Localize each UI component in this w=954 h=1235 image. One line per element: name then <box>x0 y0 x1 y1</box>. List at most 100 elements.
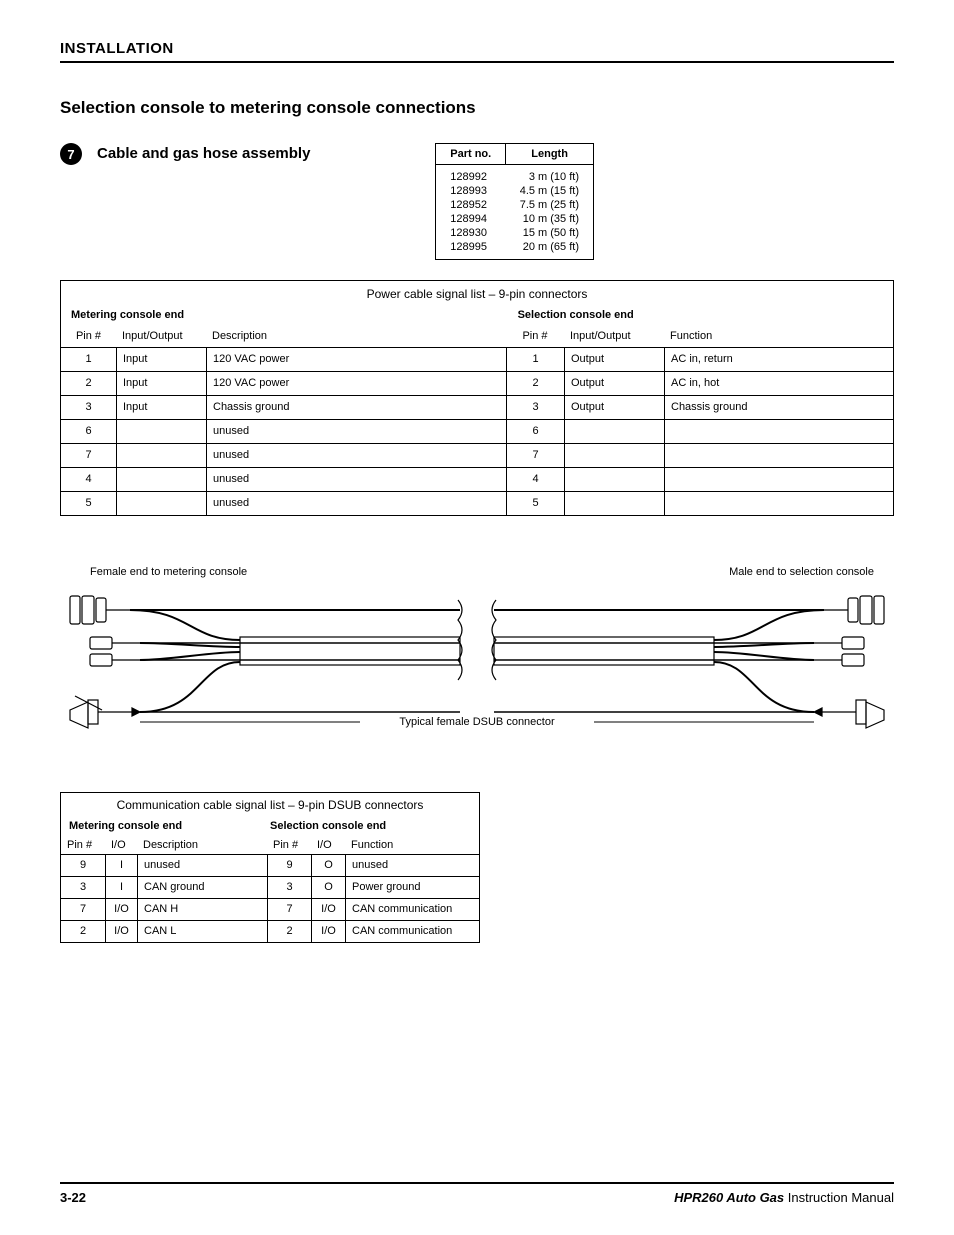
col-fn: Function <box>664 327 893 345</box>
power-fn: Chassis ground <box>664 395 893 419</box>
power-pin2: 1 <box>506 347 564 371</box>
parts-row: 12893015 m (50 ft) <box>436 226 594 240</box>
comm-col-pin2: Pin # <box>267 836 311 854</box>
comm-desc: unused <box>137 854 267 876</box>
parts-partno: 128995 <box>436 240 506 260</box>
power-io <box>116 467 206 491</box>
comm-row: 7I/OCAN H7I/OCAN communication <box>61 898 479 920</box>
power-desc: Chassis ground <box>206 395 506 419</box>
power-fn: AC in, hot <box>664 371 893 395</box>
comm-pin2: 2 <box>267 920 311 942</box>
power-io2: Output <box>564 371 664 395</box>
power-table-caption: Power cable signal list – 9-pin connecto… <box>61 281 893 309</box>
power-pin2: 5 <box>506 491 564 515</box>
comm-io: I/O <box>105 898 137 920</box>
power-pin2: 6 <box>506 419 564 443</box>
power-pin2: 3 <box>506 395 564 419</box>
comm-right-header: Selection console end <box>270 820 471 832</box>
power-io2 <box>564 491 664 515</box>
comm-caption: Communication cable signal list – 9-pin … <box>61 793 479 820</box>
comm-fn: CAN communication <box>345 898 479 920</box>
parts-partno: 128930 <box>436 226 506 240</box>
comm-row: 9Iunused9Ounused <box>61 854 479 876</box>
step-number-badge: 7 <box>60 143 82 165</box>
power-io: Input <box>116 395 206 419</box>
cable-diagram-svg: Typical female DSUB connector <box>60 582 894 752</box>
parts-length: 4.5 m (15 ft) <box>506 184 594 198</box>
comm-col-io2: I/O <box>311 836 345 854</box>
power-io2: Output <box>564 395 664 419</box>
parts-length: 3 m (10 ft) <box>506 165 594 185</box>
parts-row: 1289923 m (10 ft) <box>436 165 594 185</box>
doc-suffix: Instruction Manual <box>784 1190 894 1205</box>
product-name: HPR260 Auto Gas <box>674 1190 784 1205</box>
parts-length: 15 m (50 ft) <box>506 226 594 240</box>
page-number: 3-22 <box>60 1190 86 1205</box>
power-row: 2Input120 VAC power2OutputAC in, hot <box>61 371 893 395</box>
power-fn: AC in, return <box>664 347 893 371</box>
power-pin: 4 <box>61 467 116 491</box>
parts-length: 7.5 m (25 ft) <box>506 198 594 212</box>
power-fn <box>664 443 893 467</box>
comm-fn: CAN communication <box>345 920 479 942</box>
comm-pin2: 9 <box>267 854 311 876</box>
comm-col-fn: Function <box>345 836 479 854</box>
power-pin2: 7 <box>506 443 564 467</box>
diagram-left-label: Female end to metering console <box>90 566 247 578</box>
parts-partno: 128993 <box>436 184 506 198</box>
power-fn <box>664 419 893 443</box>
power-pin2: 4 <box>506 467 564 491</box>
power-pin: 1 <box>61 347 116 371</box>
power-pin2: 2 <box>506 371 564 395</box>
parts-row: 1289527.5 m (25 ft) <box>436 198 594 212</box>
doc-title: HPR260 Auto Gas Instruction Manual <box>674 1190 894 1205</box>
power-io <box>116 419 206 443</box>
comm-desc: CAN ground <box>137 876 267 898</box>
power-row: 6unused6 <box>61 419 893 443</box>
power-desc: 120 VAC power <box>206 347 506 371</box>
parts-header-partno: Part no. <box>436 144 506 165</box>
power-row: 3InputChassis ground3OutputChassis groun… <box>61 395 893 419</box>
comm-io2: I/O <box>311 898 345 920</box>
parts-row: 12899410 m (35 ft) <box>436 212 594 226</box>
comm-io: I <box>105 876 137 898</box>
power-io2: Output <box>564 347 664 371</box>
col-io: Input/Output <box>116 327 206 345</box>
power-desc: 120 VAC power <box>206 371 506 395</box>
power-io2 <box>564 419 664 443</box>
power-signal-table: Power cable signal list – 9-pin connecto… <box>60 280 894 516</box>
power-pin: 3 <box>61 395 116 419</box>
parts-header-length: Length <box>506 144 594 165</box>
page-footer: 3-22 HPR260 Auto Gas Instruction Manual <box>60 1182 894 1205</box>
parts-table: Part no. Length 1289923 m (10 ft)1289934… <box>435 143 594 260</box>
comm-io: I/O <box>105 920 137 942</box>
power-row: 5unused5 <box>61 491 893 515</box>
comm-fn: unused <box>345 854 479 876</box>
comm-left-header: Metering console end <box>69 820 270 832</box>
parts-partno: 128992 <box>436 165 506 185</box>
diagram-right-label: Male end to selection console <box>729 566 874 578</box>
power-desc: unused <box>206 419 506 443</box>
col-pin: Pin # <box>61 327 116 345</box>
power-io2 <box>564 443 664 467</box>
power-fn <box>664 467 893 491</box>
parts-row: 12899520 m (65 ft) <box>436 240 594 260</box>
power-io <box>116 491 206 515</box>
comm-fn: Power ground <box>345 876 479 898</box>
power-io: Input <box>116 371 206 395</box>
col-io2: Input/Output <box>564 327 664 345</box>
comm-io2: I/O <box>311 920 345 942</box>
parts-row: 1289934.5 m (15 ft) <box>436 184 594 198</box>
comm-col-io: I/O <box>105 836 137 854</box>
power-io2 <box>564 467 664 491</box>
power-io: Input <box>116 347 206 371</box>
comm-row: 3ICAN ground3OPower ground <box>61 876 479 898</box>
power-io <box>116 443 206 467</box>
step-row: 7 Cable and gas hose assembly Part no. L… <box>60 143 894 260</box>
power-pin: 7 <box>61 443 116 467</box>
parts-partno: 128952 <box>436 198 506 212</box>
step-title: Cable and gas hose assembly <box>97 143 310 162</box>
col-pin2: Pin # <box>506 327 564 345</box>
comm-desc: CAN H <box>137 898 267 920</box>
page-header: INSTALLATION <box>60 40 894 63</box>
